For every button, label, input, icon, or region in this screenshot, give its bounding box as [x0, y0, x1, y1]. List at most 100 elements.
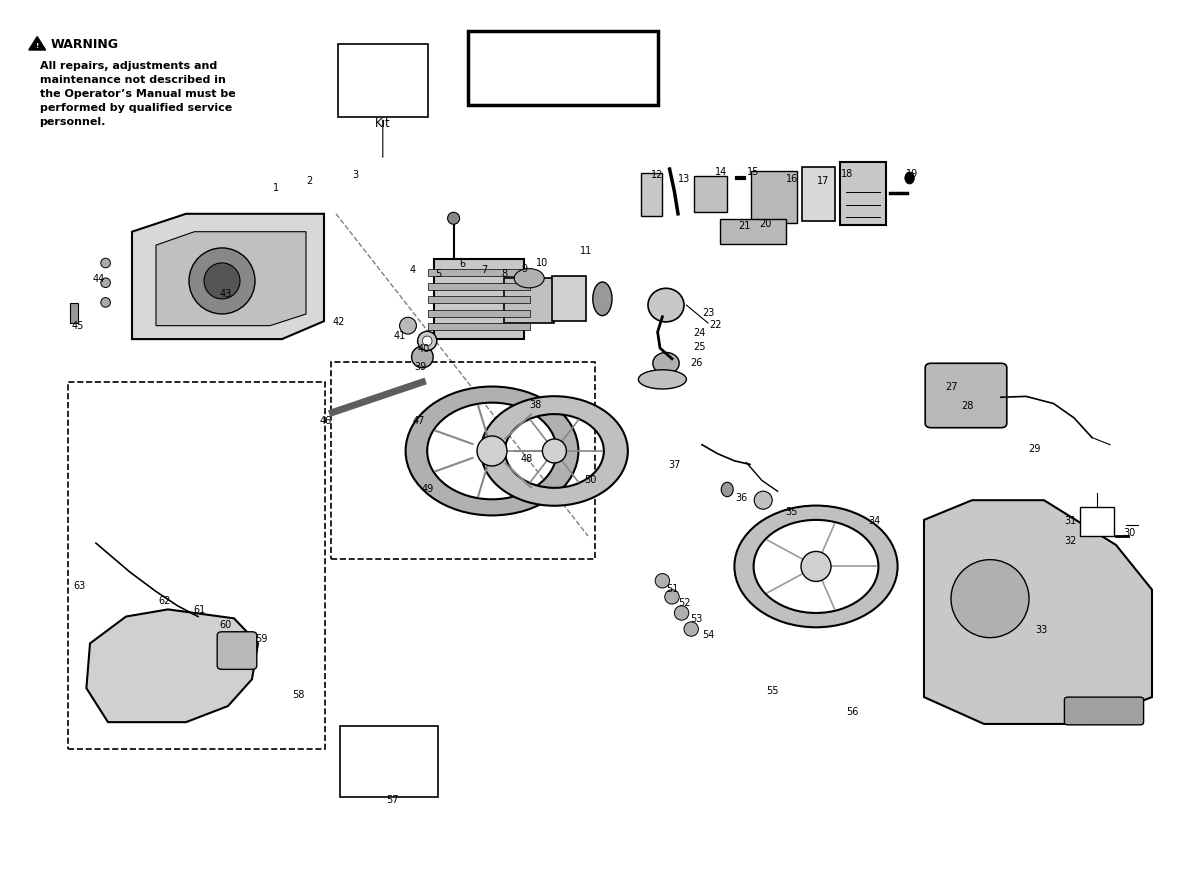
Ellipse shape: [653, 353, 679, 375]
Text: 35: 35: [786, 506, 798, 517]
Text: 20: 20: [760, 218, 772, 229]
Ellipse shape: [542, 440, 566, 463]
Text: 7: 7: [481, 265, 488, 275]
Text: 4: 4: [409, 265, 416, 275]
Ellipse shape: [418, 332, 437, 351]
Text: 39: 39: [414, 361, 426, 372]
Bar: [338, 45, 428, 118]
Text: 21: 21: [738, 221, 750, 232]
Bar: [720, 220, 786, 245]
Text: 2: 2: [306, 175, 313, 186]
Wedge shape: [734, 506, 898, 628]
Ellipse shape: [674, 606, 689, 620]
Bar: [641, 173, 662, 216]
Text: 15: 15: [748, 166, 760, 177]
Text: 3: 3: [352, 169, 359, 180]
Text: Spark
Arrestor
Kit: Spark Arrestor Kit: [359, 81, 407, 131]
Bar: [802, 168, 835, 222]
Ellipse shape: [952, 560, 1030, 638]
Text: 31: 31: [1064, 515, 1076, 526]
Polygon shape: [156, 232, 306, 326]
Bar: [1080, 508, 1114, 536]
Text: Engine
Gasket
Kit: Engine Gasket Kit: [368, 738, 409, 786]
Text: 62: 62: [158, 595, 170, 606]
Text: 19: 19: [906, 168, 918, 179]
Text: 37: 37: [668, 460, 680, 470]
Text: 43: 43: [220, 288, 232, 299]
Ellipse shape: [101, 259, 110, 268]
Text: 41: 41: [394, 330, 406, 341]
Bar: [468, 32, 658, 105]
Polygon shape: [29, 38, 46, 51]
Text: 30: 30: [1123, 527, 1135, 538]
Polygon shape: [924, 501, 1152, 724]
Text: 10: 10: [536, 257, 548, 268]
Text: 59: 59: [256, 633, 268, 644]
Text: WARNING: WARNING: [50, 38, 119, 51]
Text: 48: 48: [521, 453, 533, 464]
Text: 18: 18: [841, 168, 853, 179]
Text: Type 1: Type 1: [492, 50, 634, 88]
Ellipse shape: [905, 173, 914, 185]
Text: 24: 24: [694, 327, 706, 338]
Ellipse shape: [638, 370, 686, 390]
Text: !: !: [36, 43, 38, 48]
Bar: [751, 172, 797, 224]
Text: 25: 25: [694, 342, 706, 352]
Text: 26: 26: [690, 358, 702, 368]
Text: 51: 51: [666, 583, 678, 594]
Bar: [340, 726, 438, 797]
Bar: [840, 163, 886, 225]
Ellipse shape: [665, 590, 679, 604]
Text: 13: 13: [678, 173, 690, 184]
Text: 63: 63: [73, 580, 85, 591]
Text: 12: 12: [652, 169, 664, 180]
Ellipse shape: [755, 492, 773, 510]
Ellipse shape: [101, 279, 110, 288]
Text: 17: 17: [817, 175, 829, 186]
Text: 50: 50: [584, 474, 596, 485]
Ellipse shape: [648, 289, 684, 323]
Text: 56: 56: [846, 705, 858, 716]
Text: 23: 23: [702, 308, 714, 318]
Ellipse shape: [476, 436, 506, 467]
Text: 16: 16: [786, 173, 798, 184]
Bar: [428, 297, 530, 304]
Wedge shape: [406, 387, 578, 516]
Text: 58: 58: [293, 688, 305, 699]
Text: 61: 61: [193, 604, 205, 615]
Bar: [694, 177, 727, 213]
FancyBboxPatch shape: [925, 364, 1007, 428]
Text: 42: 42: [332, 316, 344, 327]
Text: 54: 54: [702, 629, 714, 640]
Text: 9: 9: [521, 263, 528, 274]
Ellipse shape: [655, 574, 670, 588]
Text: 27: 27: [946, 381, 958, 392]
Text: 33: 33: [1036, 624, 1048, 635]
Ellipse shape: [101, 299, 110, 308]
Bar: [428, 270, 530, 277]
Text: 28: 28: [961, 401, 973, 411]
Bar: [504, 279, 554, 324]
Text: 44: 44: [92, 274, 104, 284]
Ellipse shape: [204, 264, 240, 299]
Text: 53: 53: [690, 613, 702, 624]
Ellipse shape: [412, 347, 433, 368]
Text: 47: 47: [413, 415, 425, 426]
Text: 38: 38: [529, 399, 541, 409]
Ellipse shape: [515, 269, 545, 289]
Ellipse shape: [190, 249, 256, 315]
Polygon shape: [132, 215, 324, 340]
Text: 57: 57: [386, 794, 398, 805]
Text: 11: 11: [580, 245, 592, 256]
FancyBboxPatch shape: [217, 632, 257, 670]
Bar: [428, 310, 530, 317]
Text: 5: 5: [434, 268, 442, 279]
Bar: [434, 259, 524, 340]
Bar: [331, 363, 595, 560]
Ellipse shape: [448, 213, 460, 225]
Polygon shape: [86, 610, 258, 722]
Text: 60: 60: [220, 619, 232, 629]
Ellipse shape: [400, 318, 416, 334]
Bar: [428, 324, 530, 331]
